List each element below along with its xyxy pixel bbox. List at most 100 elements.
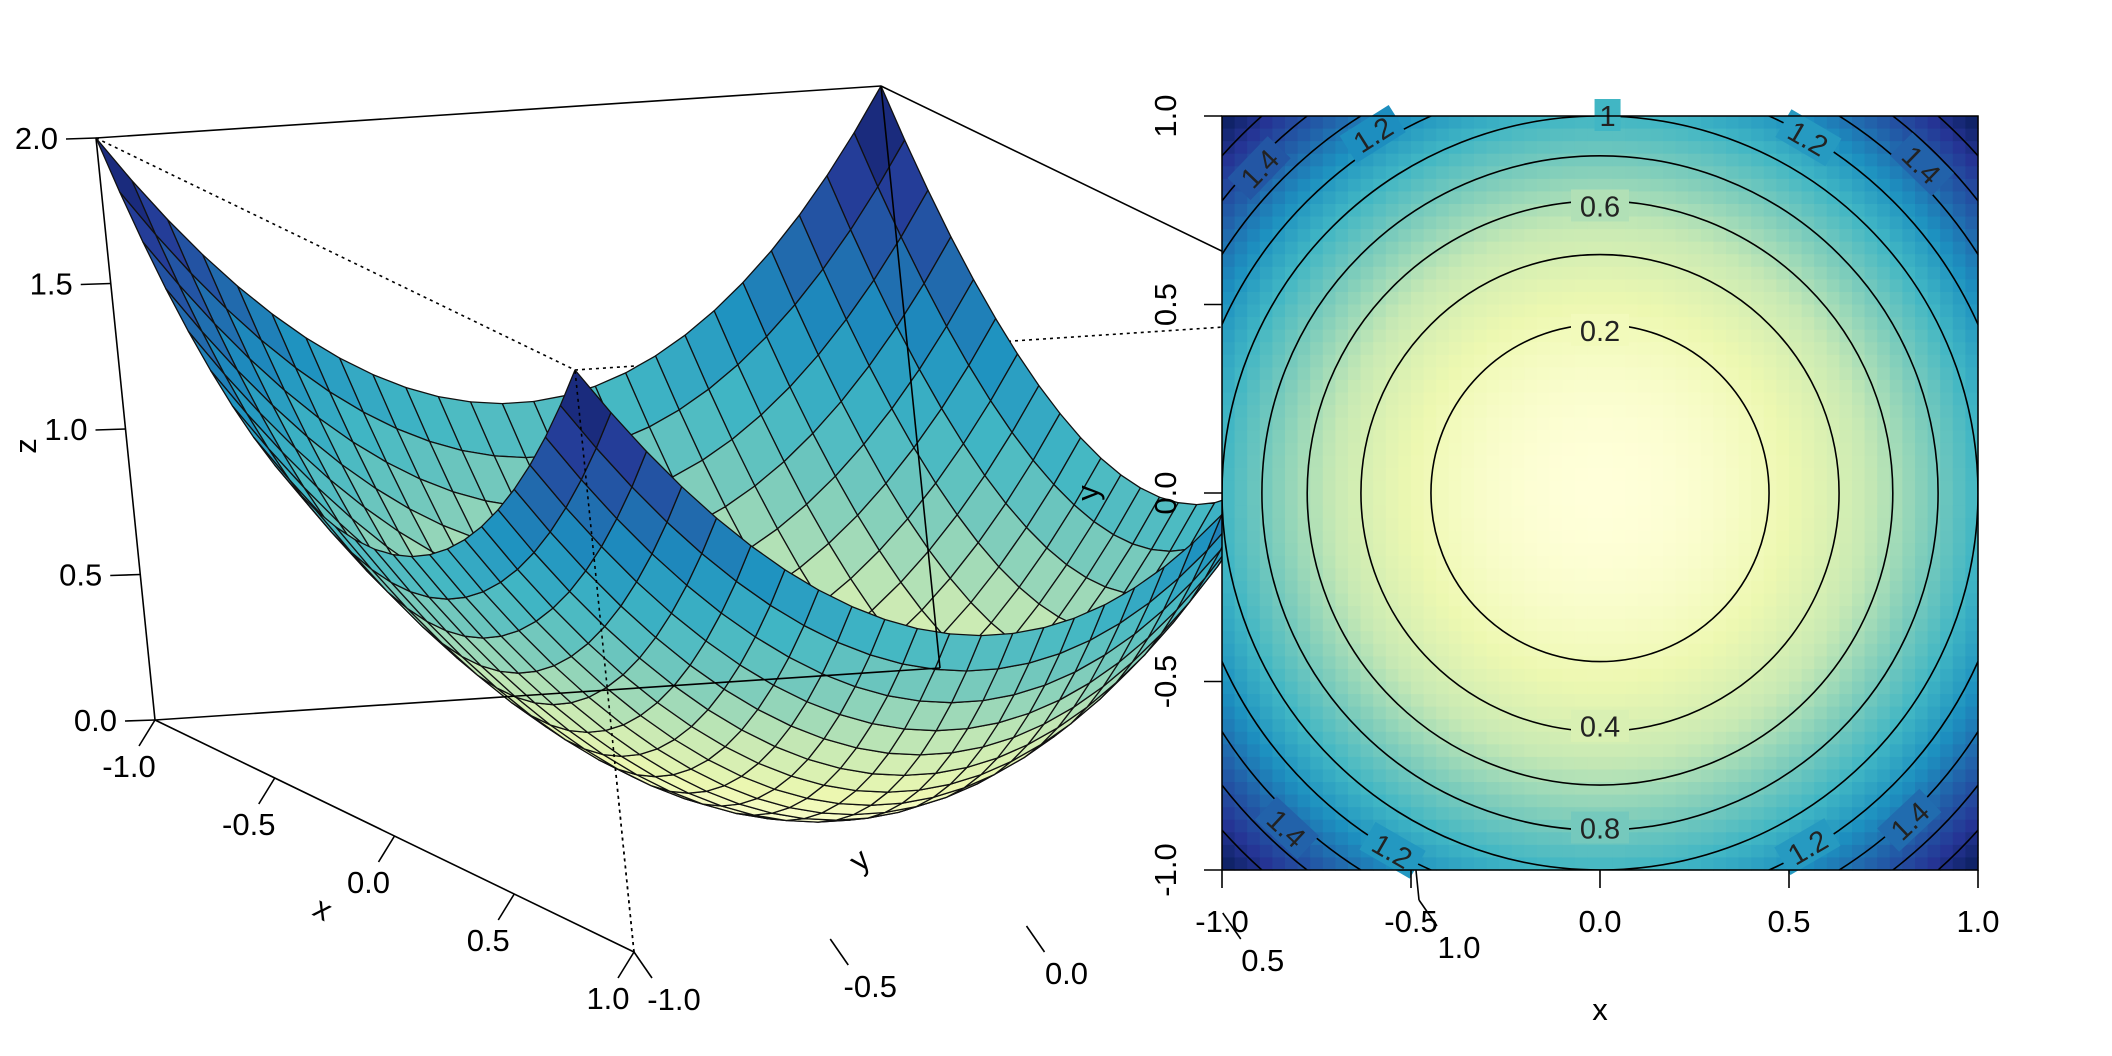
heatmap-cell [1612, 668, 1626, 683]
heatmap-cell [1310, 229, 1324, 243]
heatmap-cell [1373, 694, 1387, 708]
heatmap-cell [1411, 782, 1425, 796]
heatmap-cell [1700, 643, 1714, 657]
heatmap-cell [1486, 606, 1500, 620]
heatmap-cell [1562, 593, 1576, 607]
heatmap-cell [1952, 606, 1966, 620]
heatmap-cell [1637, 719, 1651, 733]
heatmap-cell [1562, 467, 1576, 482]
heatmap-cell [1322, 731, 1336, 745]
heatmap-cell [1537, 807, 1551, 821]
heatmap-cell [1877, 203, 1891, 218]
heatmap-cell [1247, 379, 1261, 394]
heatmap-cell [1713, 153, 1727, 167]
heatmap-cell [1700, 455, 1714, 469]
contour-label: 0.8 [1580, 814, 1620, 846]
heatmap-cell [1285, 203, 1299, 218]
heatmap-cell [1965, 857, 1979, 871]
heatmap-cell [1839, 593, 1853, 607]
heatmap-cell [1852, 153, 1866, 167]
heatmap-cell [1738, 254, 1752, 268]
heatmap-cell [1915, 731, 1929, 745]
heatmap-cell [1285, 329, 1299, 343]
heatmap-cell [1801, 254, 1815, 268]
heatmap-cell [1385, 430, 1399, 444]
heatmap-cell [1373, 417, 1387, 431]
heatmap-cell [1335, 643, 1349, 657]
heatmap-cell [1726, 191, 1740, 205]
heatmap-cell [1335, 392, 1349, 406]
heatmap-cell [1335, 618, 1349, 632]
heatmap-cell [1474, 178, 1488, 192]
heatmap-cell [1423, 681, 1437, 695]
heatmap-cell [1839, 555, 1853, 569]
heatmap-cell [1297, 543, 1311, 557]
heatmap-cell [1259, 555, 1273, 569]
heatmap-cell [1259, 769, 1273, 783]
heatmap-cell [1335, 656, 1349, 670]
heatmap-cell [1348, 631, 1362, 645]
heatmap-cell [1763, 731, 1777, 745]
heatmap-cell [1600, 580, 1614, 595]
heatmap-cell [1222, 731, 1236, 745]
heatmap-cell [1738, 442, 1752, 456]
heatmap-cell [1814, 354, 1828, 368]
heatmap-cell [1499, 405, 1513, 419]
heatmap-cell [1902, 392, 1916, 406]
heatmap-cell [1398, 304, 1412, 318]
heatmap-cell [1549, 844, 1563, 859]
heatmap-cell [1448, 342, 1462, 356]
heatmap-cell [1877, 505, 1891, 519]
heatmap-cell [1675, 467, 1689, 482]
heatmap-cell [1776, 178, 1790, 192]
heatmap-cell [1751, 769, 1765, 783]
heatmap-cell [1398, 467, 1412, 482]
heatmap-cell [1650, 128, 1664, 142]
heatmap-cell [1474, 518, 1488, 532]
heatmap-cell [1549, 807, 1563, 821]
heatmap-cell [1511, 756, 1525, 771]
heatmap-cell [1864, 354, 1878, 368]
heatmap-cell [1625, 379, 1639, 394]
heatmap-cell [1448, 279, 1462, 293]
heatmap-cell [1322, 819, 1336, 833]
heatmap-cell [1360, 744, 1374, 758]
heatmap-cell [1663, 291, 1677, 306]
heatmap-cell [1285, 392, 1299, 406]
heatmap-cell [1587, 606, 1601, 620]
heatmap-cell [1625, 505, 1639, 519]
heatmap-cell [1965, 505, 1979, 519]
heatmap-cell [1587, 518, 1601, 532]
heatmap-cell [1461, 467, 1475, 482]
heatmap-cell [1285, 405, 1299, 419]
heatmap-cell [1411, 756, 1425, 771]
heatmap-cell [1373, 606, 1387, 620]
heatmap-cell [1625, 744, 1639, 758]
heatmap-cell [1524, 844, 1538, 859]
heatmap-cell [1751, 291, 1765, 306]
heatmap-cell [1776, 555, 1790, 569]
heatmap-cell [1738, 530, 1752, 544]
heatmap-cell [1763, 342, 1777, 356]
heatmap-cell [1385, 442, 1399, 456]
heatmap-cell [1763, 266, 1777, 280]
heatmap-cell [1713, 555, 1727, 569]
heatmap-cell [1637, 706, 1651, 720]
heatmap-cell [1864, 668, 1878, 683]
heatmap-cell [1864, 317, 1878, 331]
heatmap-cell [1726, 807, 1740, 821]
heatmap-cell [1474, 744, 1488, 758]
heatmap-cell [1322, 568, 1336, 582]
heatmap-cell [1700, 317, 1714, 331]
heatmap-cell [1373, 782, 1387, 796]
heatmap-cell [1600, 354, 1614, 368]
heatmap-cell [1499, 279, 1513, 293]
heatmap-cell [1965, 291, 1979, 306]
heatmap-cell [1940, 807, 1954, 821]
heatmap-cell [1499, 518, 1513, 532]
heatmap-cell [1713, 543, 1727, 557]
heatmap-cell [1663, 128, 1677, 142]
heatmap-cell [1411, 719, 1425, 733]
heatmap-cell [1637, 844, 1651, 859]
heatmap-cell [1448, 782, 1462, 796]
